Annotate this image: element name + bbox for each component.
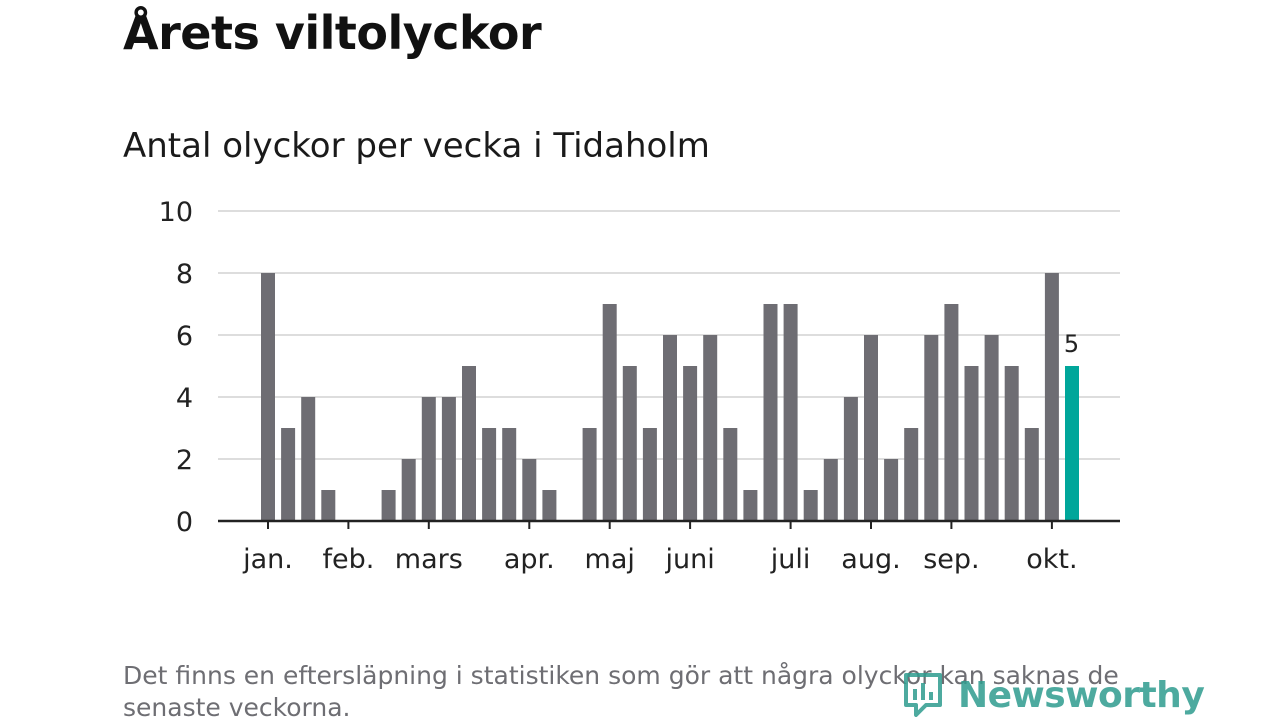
bar (1044, 273, 1059, 521)
bar (502, 428, 517, 521)
bar (482, 428, 497, 521)
x-axis-month-labels: jan. feb. mars apr. maj juni juli aug. sep. okt. (242, 521, 1078, 575)
bar (381, 490, 396, 521)
month-label: mars (395, 544, 463, 575)
month-label: feb. (322, 544, 374, 575)
bar (1024, 428, 1039, 521)
data-labels: 5 (1064, 330, 1079, 358)
bar (743, 490, 758, 521)
footnote: Det finns en eftersläpning i statistiken… (123, 661, 1119, 722)
bar (542, 490, 557, 521)
month-label: juli (770, 544, 811, 575)
month-label: apr. (504, 544, 555, 575)
bar (703, 335, 718, 521)
bar (723, 428, 738, 521)
month-label: maj (585, 544, 635, 575)
bar (663, 335, 677, 521)
month-label: okt. (1026, 544, 1077, 575)
y-tick-label: 2 (176, 445, 193, 476)
bar (944, 304, 959, 521)
y-tick-label: 0 (176, 507, 193, 538)
bar (301, 397, 316, 521)
y-tick-label: 10 (159, 197, 193, 228)
newsworthy-logo-icon (904, 673, 942, 717)
bar (823, 459, 838, 521)
bar (321, 490, 336, 521)
month-label: jan. (242, 544, 293, 575)
data-label-highlight: 5 (1064, 330, 1079, 358)
bar (843, 397, 858, 521)
bar (421, 397, 436, 521)
bar (904, 428, 919, 521)
bar (1004, 366, 1019, 521)
bar (864, 335, 878, 521)
bar (582, 428, 597, 521)
bar (884, 459, 899, 521)
bar (441, 397, 456, 521)
newsworthy-logo: Newsworthy (902, 670, 1205, 720)
bar-chart: 0 2 4 6 8 10 jan. feb. mars apr. maj juni juli aug. s… (159, 197, 1120, 575)
bar (683, 366, 698, 521)
bar (622, 366, 637, 521)
chart-subtitle: Antal olyckor per vecka i Tidaholm (123, 126, 710, 166)
bar (401, 459, 416, 521)
bar (984, 335, 999, 521)
month-label: sep. (923, 544, 979, 575)
bar (964, 366, 979, 521)
bar (602, 304, 617, 521)
bar (522, 459, 537, 521)
bar (763, 304, 778, 521)
bar (261, 273, 275, 521)
month-label: aug. (841, 544, 900, 575)
bar (462, 366, 476, 521)
bar (642, 428, 657, 521)
y-tick-label: 4 (176, 383, 193, 414)
bar (803, 490, 818, 521)
y-axis-tick-labels: 0 2 4 6 8 10 (159, 197, 193, 538)
bars (261, 273, 1079, 521)
month-label: juni (664, 544, 714, 575)
y-tick-label: 8 (176, 259, 193, 290)
chart-title: Årets viltolyckor (123, 6, 542, 60)
bar (281, 428, 296, 521)
bar (783, 304, 798, 521)
y-tick-label: 6 (176, 321, 193, 352)
bar (924, 335, 939, 521)
logo-text: Newsworthy (958, 674, 1205, 716)
bar-highlight (1065, 366, 1079, 521)
